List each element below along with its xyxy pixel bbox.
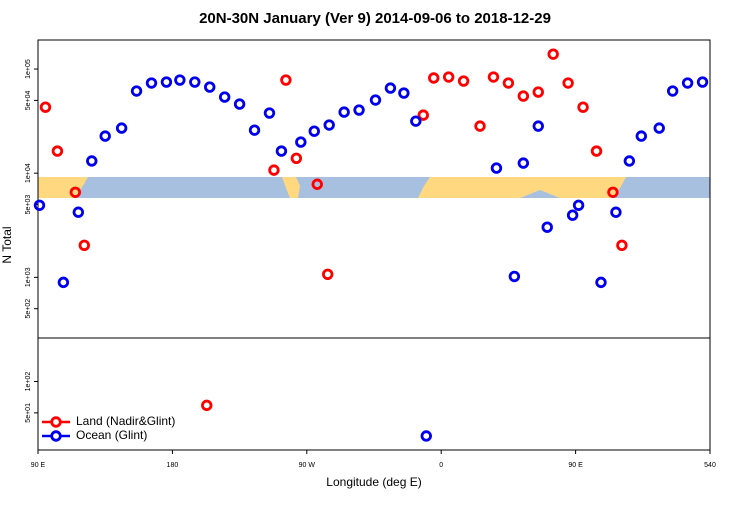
y-tick-label: 1e+03	[25, 267, 32, 287]
point	[201, 399, 213, 412]
point	[487, 71, 500, 83]
point	[547, 48, 559, 60]
point	[457, 75, 470, 87]
point	[33, 199, 46, 211]
point	[442, 71, 455, 83]
map-strip	[38, 177, 710, 198]
x-tick-label: 180	[167, 462, 179, 469]
x-tick-label: 90 E	[31, 462, 46, 469]
point	[681, 77, 694, 89]
legend-marker	[50, 416, 62, 428]
y-tick-label: 5e+03	[25, 195, 32, 215]
point	[308, 125, 320, 137]
point	[248, 124, 261, 136]
point	[280, 74, 292, 86]
point	[653, 122, 665, 134]
point	[398, 87, 410, 99]
x-axis-label: Longitude (deg E)	[326, 475, 421, 489]
point	[233, 98, 246, 110]
legend-marker	[50, 430, 62, 442]
point	[99, 130, 111, 142]
point	[204, 81, 216, 93]
point	[508, 270, 521, 283]
point	[263, 107, 276, 119]
point	[577, 101, 589, 113]
point	[566, 209, 579, 221]
point	[696, 76, 709, 88]
point	[517, 90, 530, 102]
point	[57, 276, 70, 289]
point	[323, 119, 335, 131]
legend-label: Ocean (Glint)	[76, 428, 147, 442]
chart-title: 20N-30N January (Ver 9) 2014-09-06 to 20…	[199, 10, 551, 27]
point	[86, 155, 98, 167]
y-tick-label: 1e+04	[25, 163, 32, 183]
point	[623, 155, 636, 167]
point	[338, 106, 350, 118]
point	[607, 186, 619, 198]
y-tick-label: 5e+04	[25, 90, 32, 110]
point	[420, 430, 432, 442]
point	[115, 122, 128, 134]
point	[532, 86, 544, 98]
point	[295, 136, 307, 148]
x-tick-label: 90 E	[568, 462, 583, 469]
point	[428, 72, 440, 84]
point	[502, 77, 515, 89]
point	[532, 120, 544, 132]
point	[474, 120, 486, 132]
point	[417, 109, 429, 121]
point	[610, 206, 622, 218]
point	[311, 178, 323, 190]
point	[275, 145, 288, 157]
y-axis-label: N Total	[0, 226, 14, 263]
y-tick-label: 1e+05	[25, 59, 32, 79]
point	[541, 221, 553, 233]
y-tick-label: 5e+02	[25, 299, 32, 319]
point	[174, 74, 186, 86]
point	[189, 76, 201, 88]
point	[572, 199, 585, 211]
point	[590, 145, 603, 157]
point	[353, 104, 365, 116]
point	[562, 77, 574, 89]
point	[322, 268, 334, 280]
plot-frame	[37, 39, 711, 451]
point	[218, 91, 231, 103]
land-shape	[282, 177, 300, 198]
point	[145, 77, 158, 89]
point	[384, 82, 397, 94]
point	[517, 157, 530, 169]
point	[39, 101, 52, 113]
point	[268, 164, 280, 176]
point	[51, 145, 64, 157]
legend-label: Land (Nadir&Glint)	[76, 414, 175, 428]
x-tick-label: 90 W	[299, 462, 316, 469]
y-tick-label: 1e+02	[25, 372, 32, 392]
x-tick-label: 540	[704, 462, 716, 469]
point	[160, 76, 173, 88]
land-shape	[38, 177, 88, 198]
point	[78, 239, 90, 252]
land-shape	[418, 177, 626, 198]
x-tick-label: 0	[439, 462, 443, 469]
point	[490, 162, 503, 174]
point	[72, 206, 85, 218]
point	[595, 276, 607, 289]
point	[666, 85, 679, 97]
point	[130, 85, 143, 97]
legend: Land (Nadir&Glint)Ocean (Glint)	[42, 414, 175, 442]
y-tick-label: 5e+01	[25, 403, 32, 423]
point	[290, 152, 303, 164]
point	[616, 239, 628, 252]
point	[410, 115, 422, 127]
point	[369, 94, 382, 106]
point	[69, 186, 82, 198]
point	[635, 130, 648, 142]
